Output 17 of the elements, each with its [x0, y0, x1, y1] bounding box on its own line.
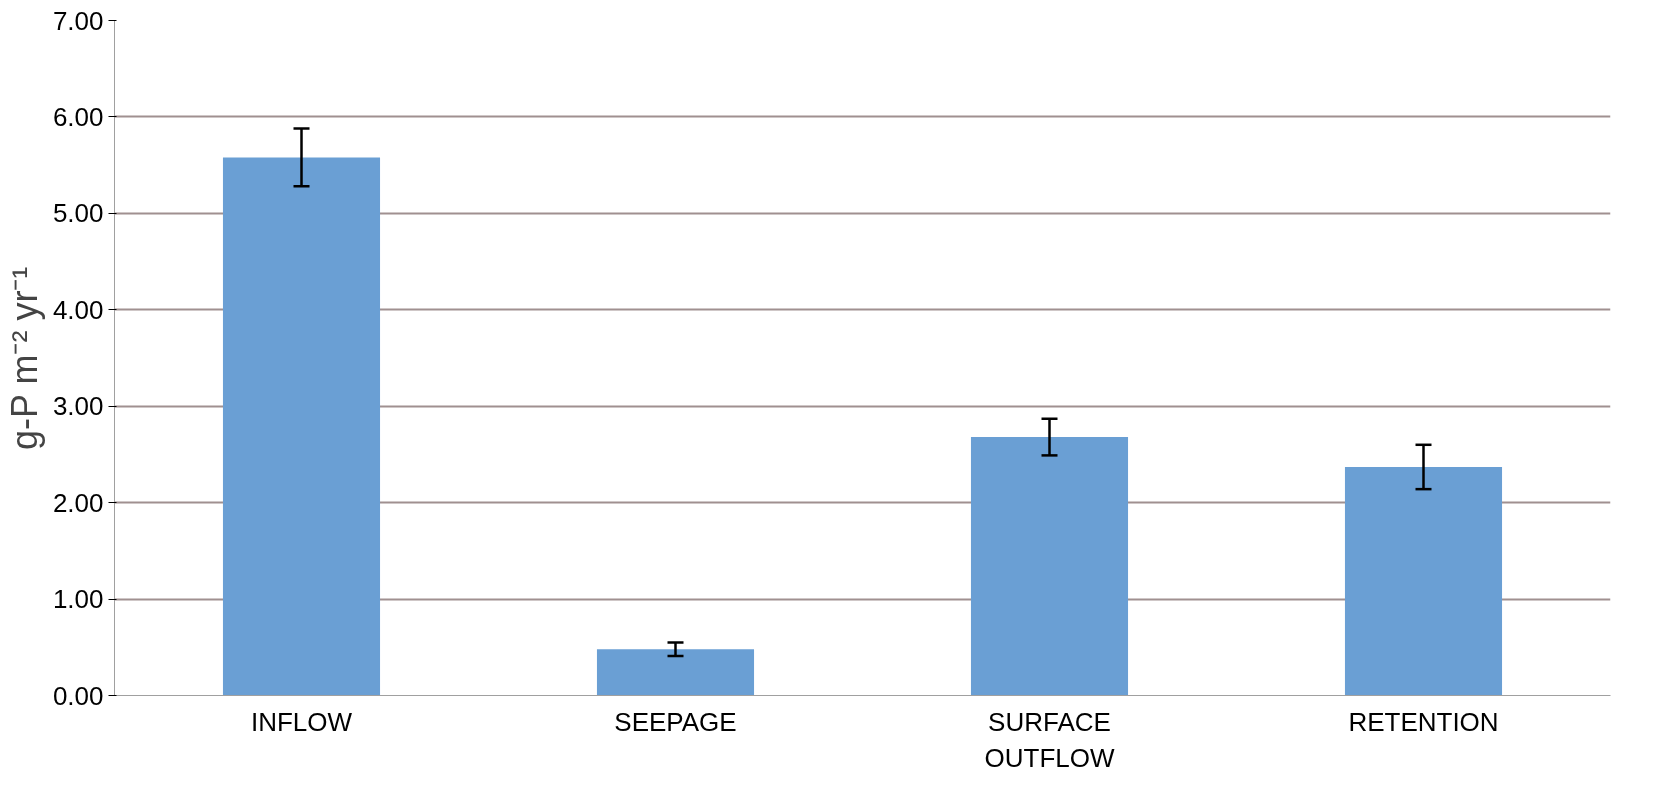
y-tick-label: 6.00 — [52, 101, 104, 132]
x-tick-label: SURFACE OUTFLOW — [984, 706, 1115, 773]
y-axis-title: g-P m⁻² yr⁻¹ — [3, 266, 45, 450]
y-tick-label: 1.00 — [52, 584, 104, 615]
bar — [1344, 466, 1503, 696]
y-tick-label: 5.00 — [52, 198, 104, 229]
y-tick-label: 0.00 — [52, 680, 104, 711]
x-tick-label: INFLOW — [250, 706, 353, 737]
bar — [222, 157, 381, 696]
y-tick-label: 4.00 — [52, 294, 104, 325]
bar — [970, 437, 1129, 696]
x-tick-label: SEEPAGE — [614, 706, 737, 737]
y-tick-label: 3.00 — [52, 391, 104, 422]
y-tick-label: 2.00 — [52, 487, 104, 518]
x-tick-label: RETENTION — [1348, 706, 1499, 737]
y-tick-label: 7.00 — [52, 5, 104, 36]
bar — [596, 649, 755, 696]
